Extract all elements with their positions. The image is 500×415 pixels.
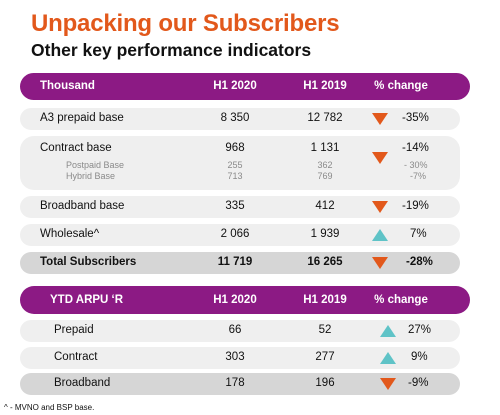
row-h1-2019: 1 939 [310,228,340,240]
subrow-h1-2020: 255 [227,160,243,170]
row-h1-2019: 16 265 [307,256,343,268]
table-row: A3 prepaid base 8 350 12 782 -35% [20,108,460,130]
footnote: ^ - MVNO and BSP base. [4,403,95,412]
header-label: YTD ARPU ‘R [50,294,124,306]
row-label: Total Subscribers [40,256,137,268]
row-h1-2020: 968 [225,142,245,154]
header-h1-2020: H1 2020 [213,294,257,306]
row-h1-2019: 196 [315,377,335,389]
row-h1-2019: 1 131 [310,142,340,154]
table-row: Wholesale^ 2 066 1 939 7% [20,224,460,246]
subrow-label: Postpaid Base [66,160,125,170]
row-change: -28% [406,256,433,268]
row-h1-2019: 52 [318,324,332,336]
table2-header: YTD ARPU ‘R H1 2020 H1 2019 % change [20,286,470,314]
subrow-change: -7% [410,171,427,181]
row-h1-2020: 2 066 [220,228,250,240]
subrow-h1-2020: 713 [227,171,243,181]
row-h1-2020: 8 350 [220,112,250,124]
row-label: Broadband base [40,200,125,212]
page-subtitle: Other key performance indicators [31,40,312,60]
row-label: Wholesale^ [40,228,100,240]
trend-down-icon [372,201,388,213]
row-change: 7% [410,228,427,240]
subrow-h1-2019: 769 [317,171,333,181]
row-label: Contract [54,351,98,363]
table-row: Broadband 178 196 -9% [20,373,460,395]
table-row: Contract 303 277 9% [20,347,460,369]
row-h1-2020: 335 [225,200,245,212]
row-change: -9% [408,377,429,389]
table-row: Contract base 968 1 131 -14% Postpaid Ba… [20,136,460,190]
row-label: Broadband [54,377,111,389]
row-change: 9% [411,351,428,363]
trend-up-icon [372,229,388,241]
header-change: % change [374,80,428,92]
header-change: % change [374,294,428,306]
row-h1-2019: 412 [315,200,335,212]
row-h1-2020: 303 [225,351,245,363]
trend-down-icon [372,257,388,269]
row-h1-2020: 178 [225,377,245,389]
row-label: Contract base [40,142,112,154]
trend-down-icon [380,378,396,390]
table-row: Prepaid 66 52 27% [20,320,460,342]
header-h1-2019: H1 2019 [303,294,347,306]
subrow-change: - 30% [404,160,428,170]
table-row-total: Total Subscribers 11 719 16 265 -28% [20,252,460,274]
row-h1-2019: 12 782 [307,112,343,124]
subrow-h1-2019: 362 [317,160,333,170]
page-title: Unpacking our Subscribers [31,10,340,37]
row-change: 27% [408,324,432,336]
trend-up-icon [380,352,396,364]
row-change: -14% [402,142,429,154]
row-h1-2020: 11 719 [217,256,253,268]
trend-down-icon [372,113,388,125]
row-label: A3 prepaid base [40,112,124,124]
row-change: -35% [402,112,429,124]
table-row: Broadband base 335 412 -19% [20,196,460,218]
row-change: -19% [402,200,429,212]
trend-down-icon [372,152,388,164]
header-h1-2019: H1 2019 [303,80,347,92]
row-h1-2019: 277 [315,351,335,363]
trend-up-icon [380,325,396,337]
row-label: Prepaid [54,324,94,336]
header-label: Thousand [40,80,95,92]
subrow-label: Hybrid Base [66,171,116,181]
header-h1-2020: H1 2020 [213,80,257,92]
row-h1-2020: 66 [228,324,242,336]
table1-header: Thousand H1 2020 H1 2019 % change [20,73,470,100]
